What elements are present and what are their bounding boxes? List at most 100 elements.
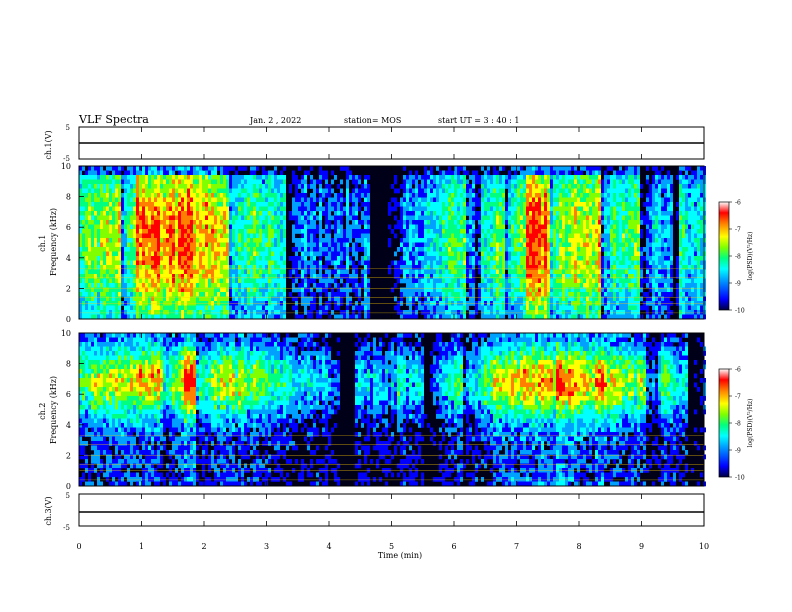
spectrogram-cell [403, 206, 406, 212]
spectrogram-cell [334, 296, 337, 302]
spectrogram-cell [103, 256, 106, 261]
spectrogram-cell [532, 193, 535, 198]
spectrogram-cell [172, 305, 175, 311]
spectrogram-cell [514, 175, 517, 180]
spectrogram-cell [574, 296, 577, 302]
spectrogram-cell [337, 296, 340, 302]
spectrogram-cell [490, 278, 493, 284]
spectrogram-cell [310, 278, 313, 284]
spectrogram-cell [460, 278, 463, 284]
spectrogram-cell [109, 292, 112, 297]
spectrogram-cell [403, 265, 406, 270]
spectrogram-cell [127, 233, 130, 239]
spectrogram-cell [310, 193, 313, 198]
spectrogram-cell [367, 310, 370, 315]
spectrogram-cell [190, 269, 193, 275]
spectrogram-cell [136, 179, 139, 185]
spectrogram-cell [256, 301, 259, 306]
spectrogram-cell [223, 229, 226, 234]
spectrogram-cell [454, 211, 457, 216]
spectrogram-cell [565, 197, 568, 203]
spectrogram-cell [412, 287, 415, 293]
spectrogram-cell [340, 296, 343, 302]
spectrogram-cell [355, 283, 358, 288]
spectrogram-cell [220, 206, 223, 212]
spectrogram-cell [265, 292, 268, 297]
spectrogram-cell [481, 274, 484, 279]
spectrogram-cell [253, 233, 256, 239]
spectrogram-cell [307, 265, 310, 270]
spectrogram-cell [280, 247, 283, 252]
spectrogram-cell [190, 247, 193, 252]
spectrogram-cell [301, 224, 304, 230]
spectrogram-cell [343, 265, 346, 270]
spectrogram-cell [547, 269, 550, 275]
spectrogram-cell [484, 256, 487, 261]
spectrogram-cell [199, 265, 202, 270]
spectrogram-cell [451, 233, 454, 239]
spectrogram-cell [220, 193, 223, 198]
spectrogram-cell [322, 238, 325, 243]
spectrogram-cell [211, 170, 214, 176]
spectrogram-cell [547, 170, 550, 176]
spectrogram-cell [487, 238, 490, 243]
spectrogram-cell [175, 314, 178, 320]
spectrogram-cell [457, 265, 460, 270]
spectrogram-cell [172, 314, 175, 320]
spectrogram-cell [451, 238, 454, 243]
spectrogram-cell [259, 202, 262, 207]
spectrogram-cell [85, 242, 88, 248]
spectrogram-cell [412, 301, 415, 306]
spectrogram-cell [115, 166, 118, 171]
spectrogram-cell [199, 233, 202, 239]
spectrogram-cell [553, 247, 556, 252]
spectrogram-cell [283, 287, 286, 293]
spectrogram-cell [310, 242, 313, 248]
spectrogram-cell [511, 287, 514, 293]
spectrogram-cell [136, 233, 139, 239]
spectrogram-cell [82, 278, 85, 284]
spectrogram-cell [478, 188, 481, 194]
spectrogram-cell [532, 274, 535, 279]
spectrogram-cell [121, 197, 124, 203]
spectrogram-cell [211, 251, 214, 257]
spectrogram-cell [268, 202, 271, 207]
spectrogram-cell [148, 283, 151, 288]
spectrogram-cell [220, 220, 223, 225]
spectrogram-cell [196, 215, 199, 221]
spectrogram-cell [145, 170, 148, 176]
spectrogram-cell [169, 193, 172, 198]
spectrogram-cell [106, 278, 109, 284]
spectrogram-cell [547, 229, 550, 234]
spectrogram-cell [214, 175, 217, 180]
spectrogram-cell [334, 193, 337, 198]
spectrogram-cell [523, 247, 526, 252]
spectrogram-cell [238, 269, 241, 275]
spectrogram-cell [166, 265, 169, 270]
spectrogram-cell [91, 175, 94, 180]
spectrogram-cell [502, 256, 505, 261]
spectrogram-cell [265, 224, 268, 230]
spectrogram-cell [493, 220, 496, 225]
spectrogram-cell [145, 274, 148, 279]
spectrogram-cell [250, 305, 253, 311]
spectrogram-cell [520, 188, 523, 194]
spectrogram-cell [367, 184, 370, 189]
spectrogram-cell [235, 229, 238, 234]
spectrogram-cell [532, 283, 535, 288]
spectrogram-cell [163, 274, 166, 279]
spectrogram-cell [127, 188, 130, 194]
spectrogram-cell [139, 242, 142, 248]
spectrogram-cell [139, 314, 142, 320]
spectrogram-cell [94, 193, 97, 198]
spectrogram-cell [214, 193, 217, 198]
spectrogram-cell [217, 247, 220, 252]
spectrogram-cell [259, 305, 262, 311]
spectrogram-cell [400, 211, 403, 216]
spectrogram-cell [403, 274, 406, 279]
spectrogram-cell [454, 301, 457, 306]
spectrogram-cell [274, 256, 277, 261]
spectrogram-cell [130, 233, 133, 239]
spectrogram-cell [310, 296, 313, 302]
spectrogram-cell [82, 305, 85, 311]
